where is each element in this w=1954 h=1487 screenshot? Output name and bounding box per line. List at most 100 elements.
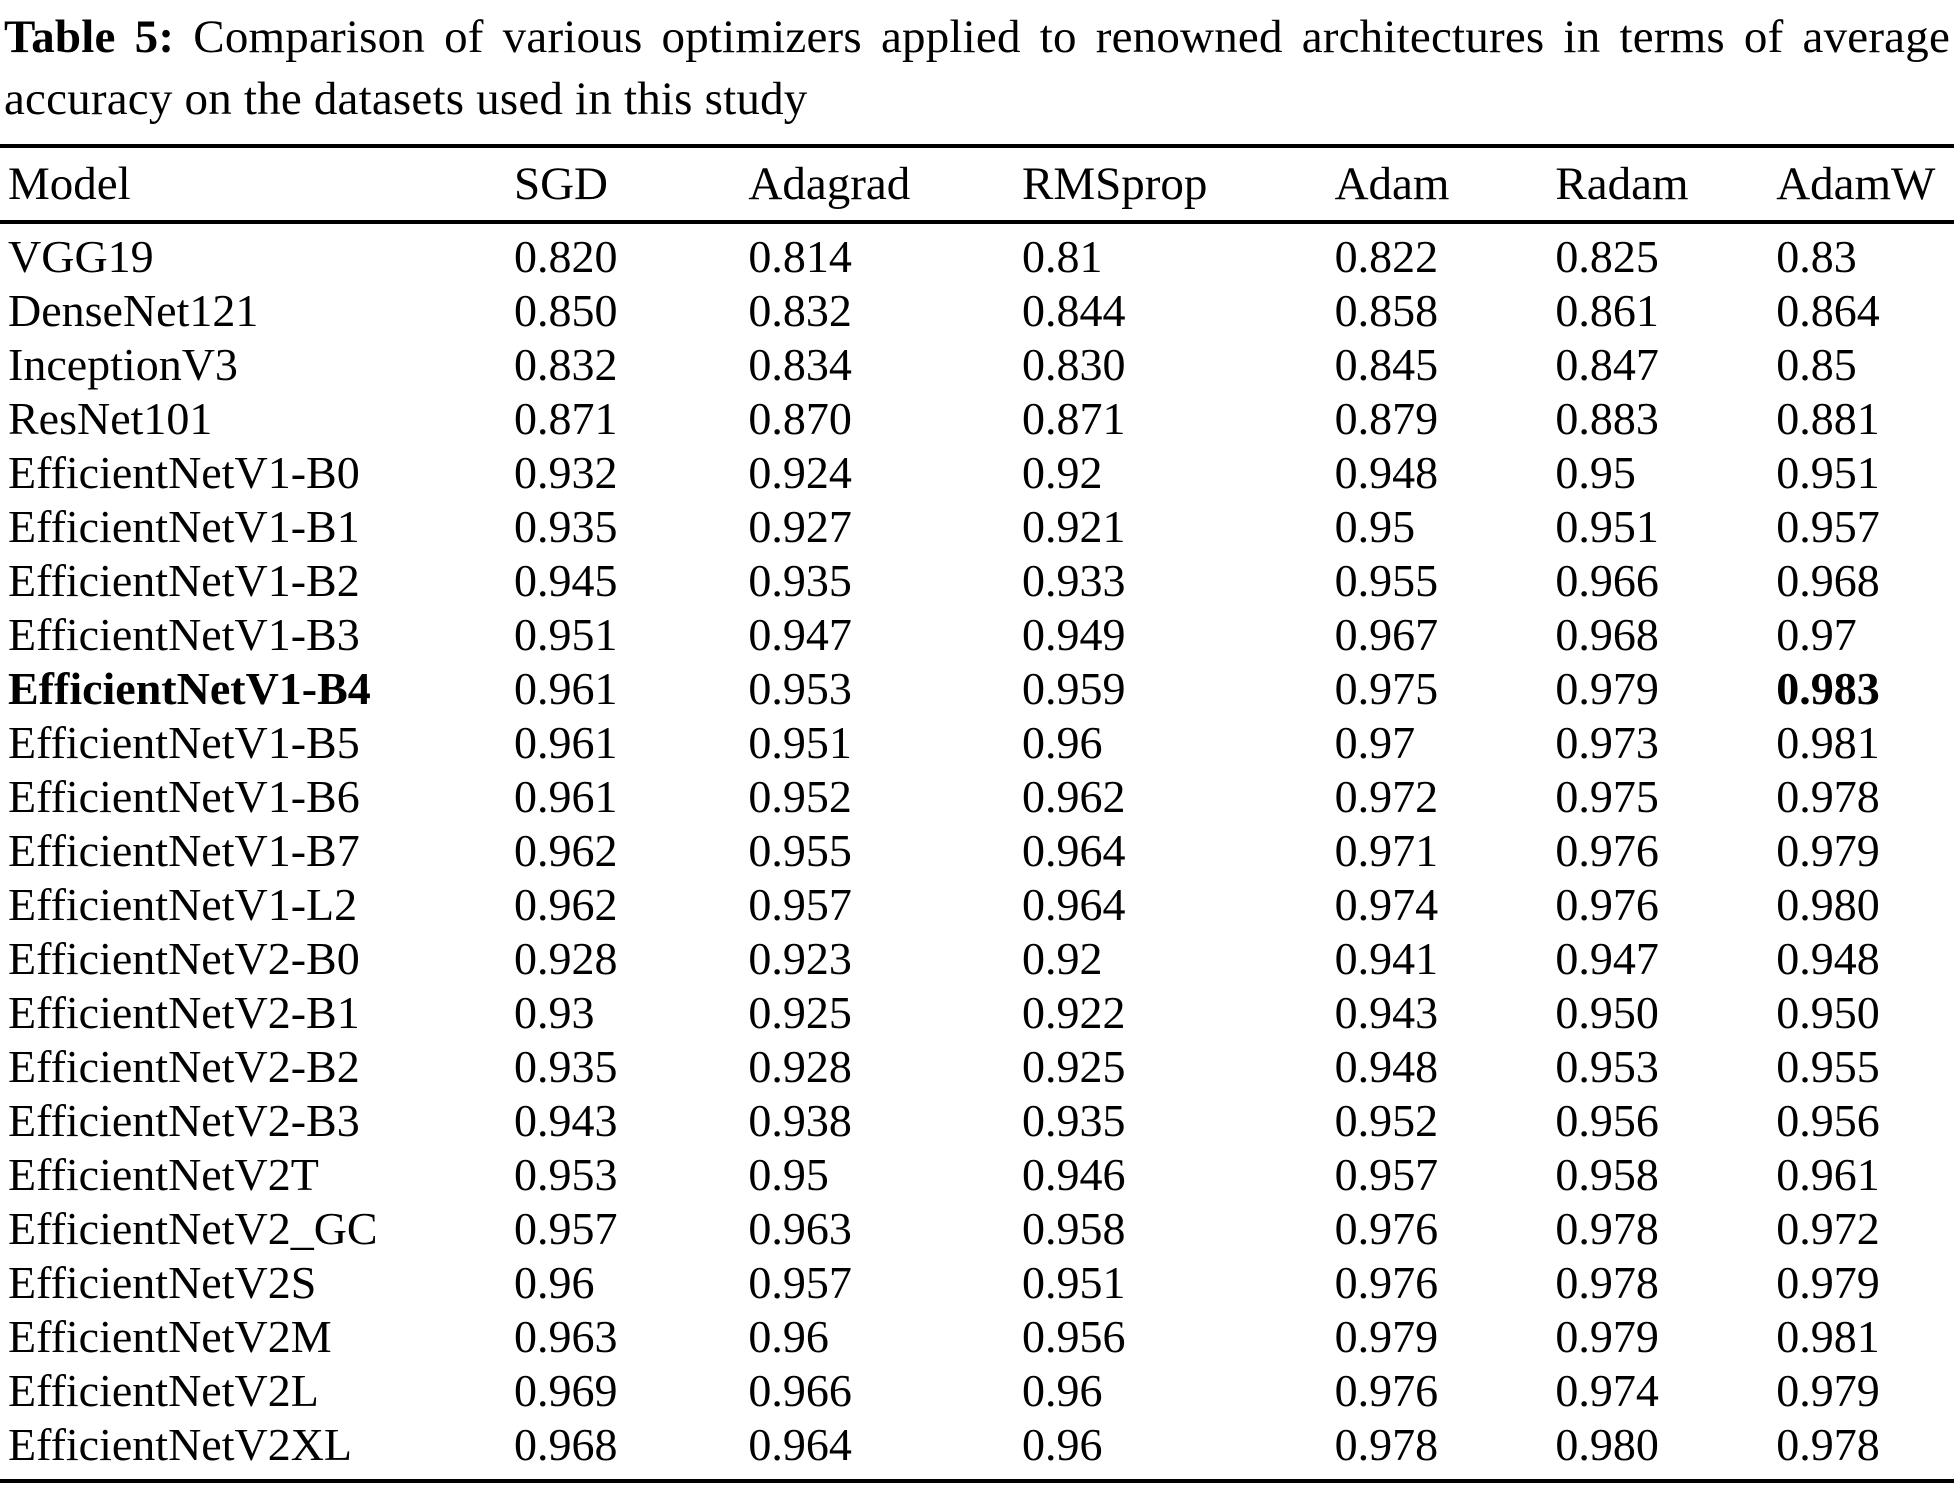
value-cell: 0.928 <box>513 932 618 984</box>
model-cell: EfficientNetV1-B1 <box>8 500 360 552</box>
table-bottom-double-rule <box>0 1479 1954 1487</box>
value-cell: 0.93 <box>513 986 595 1038</box>
value-cell: 0.92 <box>1021 932 1103 984</box>
value-cell: 0.948 <box>1334 446 1439 498</box>
table-row: EfficientNetV1-B3 0.951 0.947 0.949 0.967 0.9… <box>0 607 1954 661</box>
value-cell: 0.955 <box>1334 554 1439 606</box>
value-cell: 0.964 <box>1021 878 1126 930</box>
value-cell: 0.832 <box>513 338 618 390</box>
model-cell: InceptionV3 <box>8 338 238 390</box>
value-cell: 0.947 <box>748 608 852 660</box>
value-cell: 0.971 <box>1334 824 1439 876</box>
value-cell: 0.96 <box>513 1256 595 1308</box>
value-cell: 0.83 <box>1776 231 1857 282</box>
model-cell: VGG19 <box>8 231 154 282</box>
value-cell: 0.92 <box>1021 446 1103 498</box>
value-cell: 0.957 <box>1334 1148 1439 1200</box>
header-row: Model SGD Adagrad RMSprop Adam Radam Ada… <box>0 146 1954 224</box>
model-cell: EfficientNetV2M <box>8 1310 332 1362</box>
value-cell: 0.95 <box>1555 446 1636 498</box>
value-cell: 0.948 <box>1334 1040 1439 1092</box>
value-cell: 0.850 <box>513 284 618 336</box>
table-row: EfficientNetV1-B0 0.932 0.924 0.92 0.948 0.95… <box>0 445 1954 499</box>
value-cell: 0.881 <box>1776 392 1880 444</box>
col-header-radam: Radam <box>1553 146 1775 224</box>
value-cell: 0.830 <box>1021 338 1126 390</box>
value-cell: 0.925 <box>748 986 852 1038</box>
value-cell: 0.864 <box>1776 284 1880 336</box>
value-cell: 0.96 <box>1021 716 1103 768</box>
value-cell: 0.957 <box>513 1202 618 1254</box>
value-cell: 0.951 <box>513 608 618 660</box>
value-cell: 0.976 <box>1334 1364 1439 1416</box>
value-cell: 0.958 <box>1021 1202 1126 1254</box>
model-cell: EfficientNetV2L <box>8 1364 319 1416</box>
value-cell: 0.981 <box>1776 1310 1880 1362</box>
value-cell: 0.969 <box>513 1364 618 1416</box>
value-cell: 0.972 <box>1334 770 1439 822</box>
value-cell: 0.958 <box>1555 1148 1659 1200</box>
table-row: EfficientNetV2M 0.963 0.96 0.956 0.979 0.979 0… <box>0 1309 1954 1363</box>
table-row: EfficientNetV2T 0.953 0.95 0.946 0.957 0.958 0… <box>0 1147 1954 1201</box>
value-cell: 0.964 <box>748 1418 852 1470</box>
value-cell: 0.943 <box>1334 986 1439 1038</box>
value-cell: 0.979 <box>1334 1310 1439 1362</box>
value-cell: 0.961 <box>513 662 618 714</box>
value-cell: 0.959 <box>1021 662 1126 714</box>
model-cell: ResNet101 <box>8 392 213 444</box>
value-cell: 0.953 <box>513 1148 618 1200</box>
value-cell: 0.974 <box>1334 878 1439 930</box>
table-row: EfficientNetV1-B6 0.961 0.952 0.962 0.972 0.9… <box>0 769 1954 823</box>
value-cell: 0.980 <box>1555 1418 1659 1470</box>
value-cell: 0.979 <box>1776 824 1880 876</box>
value-cell: 0.879 <box>1334 392 1439 444</box>
value-cell: 0.973 <box>1555 716 1659 768</box>
value-cell: 0.972 <box>1776 1202 1880 1254</box>
table-row: EfficientNetV2L 0.969 0.966 0.96 0.976 0.974 0… <box>0 1363 1954 1417</box>
value-cell: 0.922 <box>1021 986 1126 1038</box>
value-cell: 0.858 <box>1334 284 1439 336</box>
table-row: EfficientNetV2-B1 0.93 0.925 0.922 0.943 0.95… <box>0 985 1954 1039</box>
model-cell: EfficientNetV1-B4 <box>8 662 371 714</box>
model-cell: DenseNet121 <box>8 284 259 336</box>
model-cell: EfficientNetV2T <box>8 1148 319 1200</box>
model-cell: EfficientNetV2-B2 <box>8 1040 360 1092</box>
value-cell: 0.976 <box>1334 1256 1439 1308</box>
model-cell: EfficientNetV1-B7 <box>8 824 360 876</box>
value-cell: 0.976 <box>1555 824 1659 876</box>
value-cell: 0.975 <box>1555 770 1659 822</box>
value-cell: 0.96 <box>1021 1418 1103 1470</box>
table-row: EfficientNetV1-L2 0.962 0.957 0.964 0.974 0.9… <box>0 877 1954 931</box>
table-caption: Table 5: Comparison of various optimizer… <box>0 0 1954 130</box>
value-cell: 0.935 <box>748 554 852 606</box>
value-cell: 0.976 <box>1555 878 1659 930</box>
value-cell: 0.814 <box>748 231 852 282</box>
table-row: EfficientNetV1-B1 0.935 0.927 0.921 0.95 0.95… <box>0 499 1954 553</box>
model-cell: EfficientNetV2-B3 <box>8 1094 360 1146</box>
value-cell: 0.961 <box>513 770 618 822</box>
value-cell: 0.952 <box>1334 1094 1439 1146</box>
value-cell: 0.961 <box>1776 1148 1880 1200</box>
value-cell: 0.979 <box>1776 1256 1880 1308</box>
value-cell: 0.962 <box>1021 770 1126 822</box>
value-cell: 0.981 <box>1776 716 1880 768</box>
value-cell: 0.957 <box>748 878 852 930</box>
table-row: EfficientNetV1-B2 0.945 0.935 0.933 0.955 0.9… <box>0 553 1954 607</box>
value-cell: 0.980 <box>1776 878 1880 930</box>
value-cell: 0.950 <box>1555 986 1659 1038</box>
value-cell: 0.964 <box>1021 824 1126 876</box>
table-row: EfficientNetV1-B4 0.961 0.953 0.959 0.975 0.9… <box>0 661 1954 715</box>
table-row: EfficientNetV2-B0 0.928 0.923 0.92 0.941 0.94… <box>0 931 1954 985</box>
value-cell: 0.832 <box>748 284 852 336</box>
value-cell: 0.963 <box>748 1202 852 1254</box>
value-cell: 0.947 <box>1555 932 1659 984</box>
table-row: EfficientNetV1-B5 0.961 0.951 0.96 0.97 0.973… <box>0 715 1954 769</box>
value-cell: 0.935 <box>513 1040 618 1092</box>
value-cell: 0.845 <box>1334 338 1439 390</box>
value-cell: 0.956 <box>1555 1094 1659 1146</box>
value-cell: 0.870 <box>748 392 852 444</box>
value-cell: 0.871 <box>1021 392 1126 444</box>
value-cell: 0.97 <box>1334 716 1416 768</box>
value-cell: 0.955 <box>748 824 852 876</box>
value-cell: 0.952 <box>748 770 852 822</box>
